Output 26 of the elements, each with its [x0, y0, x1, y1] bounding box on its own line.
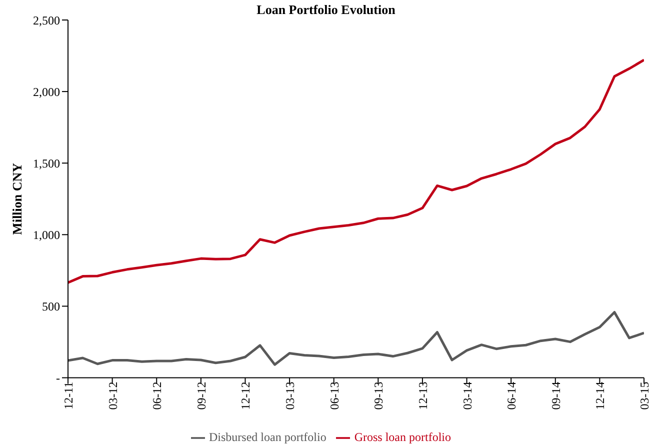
x-tick-label: 03-14	[460, 382, 474, 410]
y-tick-label: 2,000	[33, 84, 60, 99]
x-tick-label: 12-11	[62, 382, 76, 410]
y-tick-label: 1,500	[33, 156, 60, 170]
x-tick-label: 09-13	[372, 382, 386, 410]
y-tick-label: 2,500	[33, 13, 60, 28]
y-axis-title: Million CNY	[10, 162, 25, 235]
x-tick-label: 03-13	[283, 382, 298, 410]
y-tick-label: -	[56, 371, 60, 386]
y-tick-label: 1,000	[33, 228, 60, 242]
x-tick-label: 09-14	[548, 382, 563, 410]
x-tick-label: 12-14	[593, 382, 608, 410]
x-tick-label: 12-12	[238, 382, 253, 410]
x-tick-label: 06-13	[327, 382, 342, 410]
x-tick-label: 09-12	[194, 382, 208, 410]
legend-label: Disbursed loan portfolio	[209, 430, 326, 444]
x-tick-label: 06-14	[504, 382, 519, 410]
line-series	[68, 58, 644, 284]
x-tick-label: 12-13	[416, 382, 430, 410]
x-tick-label: 03-12	[106, 382, 120, 410]
chart-title: Loan Portfolio Evolution	[256, 2, 396, 17]
x-tick-label: 06-12	[150, 382, 164, 410]
x-tick-label: 03-15	[638, 382, 652, 410]
y-tick-label: 500	[42, 299, 60, 314]
legend-label: Gross loan portfolio	[354, 430, 451, 444]
line-series	[68, 310, 644, 366]
